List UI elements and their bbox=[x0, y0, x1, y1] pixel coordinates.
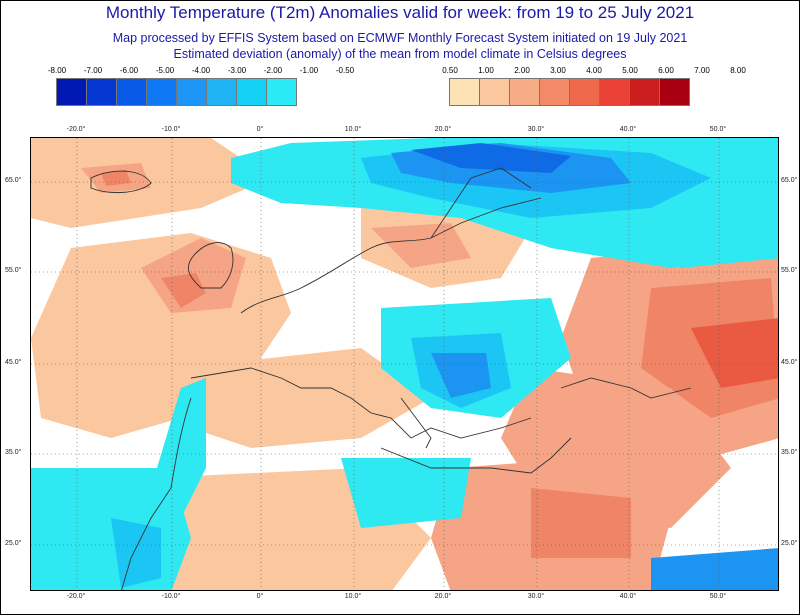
lat-left-tick-label: 35.0° bbox=[5, 449, 22, 456]
lon-top-tick-label: 50.0° bbox=[709, 126, 727, 133]
legend-warm-label: 3.00 bbox=[550, 66, 566, 75]
warm-area-egypt-core bbox=[531, 488, 631, 558]
legend-cold-swatch bbox=[116, 78, 147, 106]
coastline-6 bbox=[380, 437, 572, 474]
lat-right-tick-label: 25.0° bbox=[781, 540, 798, 547]
lat-left-tick-label: 25.0° bbox=[5, 540, 22, 547]
legend-warm-label: 0.50 bbox=[442, 66, 458, 75]
lon-top-tick-label: -20.0° bbox=[66, 126, 86, 133]
map-title: Monthly Temperature (T2m) Anomalies vali… bbox=[105, 3, 695, 22]
lat-right-tick-label: 35.0° bbox=[781, 449, 798, 456]
legend-cold-label: -3.00 bbox=[227, 66, 247, 75]
legend-warm-swatch bbox=[509, 78, 540, 106]
lon-bottom-tick-label: 30.0° bbox=[527, 593, 545, 600]
lon-top-tick-label: 0° bbox=[256, 126, 264, 133]
cold-area-canary bbox=[111, 518, 161, 588]
lon-top-tick-label: 20.0° bbox=[434, 126, 452, 133]
legend-cold-swatch bbox=[236, 78, 267, 106]
lon-bottom-tick-label: -20.0° bbox=[66, 593, 86, 600]
legend-cold-swatch bbox=[56, 78, 87, 106]
legend-warm-swatch bbox=[449, 78, 480, 106]
legend-warm-label: 4.00 bbox=[586, 66, 602, 75]
cold-area-volga bbox=[611, 198, 778, 268]
legend-warm-label: 1.00 bbox=[478, 66, 494, 75]
cold-area-libya bbox=[341, 458, 471, 528]
legend-cold-labels: -8.00 -7.00 -6.00 -5.00 -4.00 -3.00 -2.00 -1.00… bbox=[48, 66, 357, 78]
legend-warm-label: 5.00 bbox=[622, 66, 638, 75]
legend-cold-label: -2.00 bbox=[263, 66, 283, 75]
coastline-8 bbox=[430, 167, 532, 239]
legend-warm-label: 6.00 bbox=[658, 66, 674, 75]
legend-cold-label: -8.00 bbox=[47, 66, 67, 75]
coastline-7 bbox=[560, 377, 692, 399]
legend-warm-swatch bbox=[599, 78, 630, 106]
coastline-3 bbox=[190, 367, 532, 439]
legend-warm-swatch bbox=[659, 78, 690, 106]
lon-top-tick-label: -10.0° bbox=[161, 126, 181, 133]
legend-cold-scale bbox=[56, 78, 297, 106]
lon-bottom-tick-label: -10.0° bbox=[161, 593, 181, 600]
warm-area-caspian-hot bbox=[691, 318, 778, 388]
legend-warm-labels: 0.50 1.00 2.00 3.00 4.00 5.00 6.00 7.00 8.00 bbox=[442, 66, 750, 78]
legend-cold-label: -1.00 bbox=[299, 66, 319, 75]
lat-left-tick-label: 45.0° bbox=[5, 359, 22, 366]
lat-right-tick-label: 65.0° bbox=[781, 177, 798, 184]
lon-bottom-tick-label: 0° bbox=[256, 593, 264, 600]
legend-cold-swatch bbox=[146, 78, 177, 106]
legend-warm-scale bbox=[449, 78, 690, 106]
legend-warm-swatch bbox=[479, 78, 510, 106]
legend-cold-swatch bbox=[86, 78, 117, 106]
legend-cold-label: -7.00 bbox=[83, 66, 103, 75]
warm-area-baltic bbox=[371, 223, 471, 268]
legend-warm-label: 8.00 bbox=[730, 66, 746, 75]
legend-cold-label: -0.50 bbox=[335, 66, 355, 75]
legend-cold-swatch bbox=[206, 78, 237, 106]
cold-area-white-sea bbox=[411, 143, 571, 173]
lon-bottom-tick-label: 10.0° bbox=[344, 593, 362, 600]
lat-left-tick-label: 55.0° bbox=[5, 267, 22, 274]
lon-top-tick-label: 10.0° bbox=[344, 126, 362, 133]
warm-area-iberia-france bbox=[181, 348, 431, 448]
coastline-1 bbox=[187, 242, 234, 289]
lat-right-tick-label: 45.0° bbox=[781, 359, 798, 366]
lat-right-tick-label: 55.0° bbox=[781, 267, 798, 274]
anomaly-map bbox=[30, 137, 779, 591]
legend-warm-swatch bbox=[629, 78, 660, 106]
map-subtitle: Map processed by EFFIS System based on E… bbox=[112, 31, 688, 45]
legend-warm-swatch bbox=[569, 78, 600, 106]
lon-top-tick-label: 40.0° bbox=[619, 126, 637, 133]
legend-cold-label: -6.00 bbox=[119, 66, 139, 75]
legend-warm-label: 7.00 bbox=[694, 66, 710, 75]
lon-bottom-tick-label: 40.0° bbox=[619, 593, 637, 600]
coastline-2 bbox=[90, 170, 152, 193]
lon-bottom-tick-label: 50.0° bbox=[709, 593, 727, 600]
legend-cold-swatch bbox=[266, 78, 297, 106]
cold-area-arabia-south bbox=[651, 548, 778, 590]
legend-cold-label: -5.00 bbox=[155, 66, 175, 75]
lon-bottom-tick-label: 20.0° bbox=[434, 593, 452, 600]
coastline-0 bbox=[240, 197, 542, 314]
legend-warm-swatch bbox=[539, 78, 570, 106]
legend-cold-swatch bbox=[176, 78, 207, 106]
cold-area-atlantic-southwest bbox=[31, 468, 191, 590]
legend-warm-label: 2.00 bbox=[514, 66, 530, 75]
coastline-4 bbox=[121, 397, 192, 590]
map-units-note: Estimated deviation (anomaly) of the mea… bbox=[173, 47, 627, 61]
lon-top-tick-label: 30.0° bbox=[527, 126, 545, 133]
lat-left-tick-label: 65.0° bbox=[5, 177, 22, 184]
coastline-5 bbox=[400, 397, 432, 449]
legend-cold-label: -4.00 bbox=[191, 66, 211, 75]
anomaly-map-canvas bbox=[31, 138, 778, 590]
